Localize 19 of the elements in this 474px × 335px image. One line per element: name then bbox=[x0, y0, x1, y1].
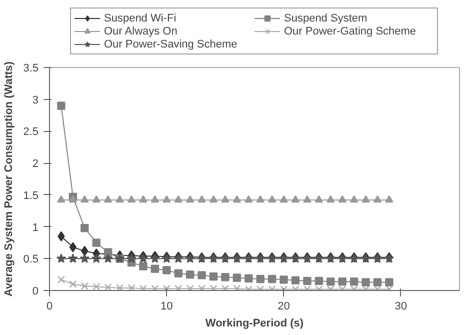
y-axis-title: Average System Power Consumption (Watts) bbox=[3, 61, 16, 297]
x-tick-label: 0 bbox=[46, 300, 53, 312]
y-tick-label: 1.5 bbox=[23, 190, 39, 202]
x-tick-label: 20 bbox=[278, 300, 290, 312]
x-axis-title: Working-Period (s) bbox=[205, 318, 304, 330]
legend-label: Suspend Wi-Fi bbox=[104, 12, 178, 24]
y-tick-label: 0 bbox=[32, 286, 39, 298]
y-tick-label: 1 bbox=[32, 222, 39, 234]
y-tick-label: 2.5 bbox=[23, 126, 39, 138]
x-tick-label: 30 bbox=[394, 300, 408, 312]
y-tick-label: 3.5 bbox=[23, 62, 39, 74]
legend-label: Our Power-Saving Scheme bbox=[104, 38, 238, 50]
y-tick-label: 0.5 bbox=[23, 254, 39, 266]
y-tick-label: 2 bbox=[32, 158, 39, 170]
y-tick-label: 3 bbox=[32, 94, 39, 106]
legend-label: Our Power-Gating Scheme bbox=[284, 24, 418, 38]
legend-label: Suspend System bbox=[284, 12, 368, 24]
x-tick-label: 10 bbox=[160, 300, 173, 312]
legend-label: Our Always On bbox=[104, 24, 178, 38]
